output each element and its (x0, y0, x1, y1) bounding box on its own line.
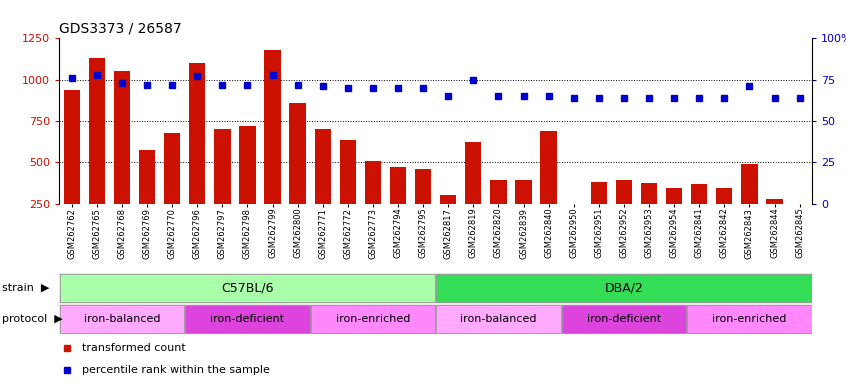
Bar (717, 188, 733, 204)
Bar (139, 150, 155, 204)
Bar (766, 199, 783, 204)
Bar (190, 63, 206, 204)
Bar (440, 195, 456, 204)
Text: iron-balanced: iron-balanced (84, 314, 160, 324)
Bar (465, 142, 481, 204)
Text: percentile rank within the sample: percentile rank within the sample (82, 365, 270, 375)
Bar (437, 305, 561, 333)
Bar (289, 103, 305, 204)
Bar (390, 167, 406, 204)
Bar (741, 164, 757, 204)
Text: DBA/2: DBA/2 (605, 281, 643, 295)
Bar (164, 132, 180, 204)
Bar (239, 126, 255, 204)
Text: iron-balanced: iron-balanced (460, 314, 536, 324)
Text: strain  ▶: strain ▶ (2, 283, 49, 293)
Bar (214, 129, 230, 204)
Bar (666, 188, 682, 204)
Text: transformed count: transformed count (82, 343, 185, 353)
Bar (265, 50, 281, 204)
Bar (340, 140, 356, 204)
Text: iron-enriched: iron-enriched (712, 314, 787, 324)
Bar (491, 180, 507, 204)
Text: protocol  ▶: protocol ▶ (2, 314, 63, 324)
Bar (562, 305, 686, 333)
Bar (60, 305, 184, 333)
Bar (89, 58, 105, 204)
Text: iron-deficient: iron-deficient (587, 314, 661, 324)
Bar (310, 305, 435, 333)
Bar (591, 182, 607, 204)
Bar (60, 274, 435, 302)
Bar (114, 71, 130, 204)
Bar (63, 89, 80, 204)
Bar (541, 131, 557, 204)
Bar (691, 184, 707, 204)
Bar (415, 169, 431, 204)
Bar (616, 180, 632, 204)
Bar (437, 274, 811, 302)
Bar (515, 180, 531, 204)
Bar (687, 305, 811, 333)
Text: GDS3373 / 26587: GDS3373 / 26587 (59, 22, 182, 36)
Text: C57BL/6: C57BL/6 (221, 281, 274, 295)
Bar (365, 161, 381, 204)
Text: iron-deficient: iron-deficient (211, 314, 284, 324)
Text: iron-enriched: iron-enriched (336, 314, 410, 324)
Bar (641, 183, 657, 204)
Bar (185, 305, 310, 333)
Bar (315, 129, 331, 204)
